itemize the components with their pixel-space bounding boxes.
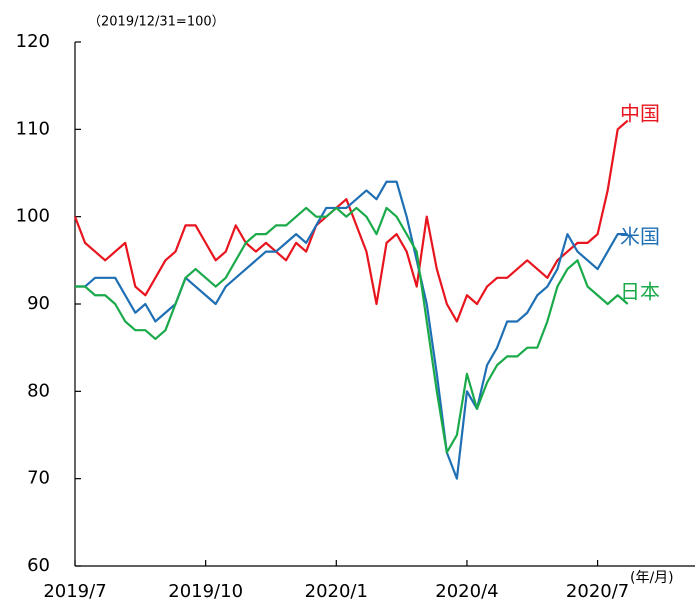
x-tick-label: 2019/7 [43,581,106,602]
series-line [75,206,629,454]
y-tick-label: 80 [27,380,50,401]
subtitle: （2019/12/31=100） [88,15,225,30]
y-tick-label: 110 [16,118,50,139]
series-label: 中国 [620,102,660,126]
series-label: 日本 [620,280,660,304]
y-tick-label: 120 [16,31,50,52]
y-tick-label: 60 [27,555,50,576]
y-tick-label: 100 [16,206,50,227]
y-tick-label: 70 [27,468,50,489]
x-tick-label: 2020/4 [435,581,498,602]
x-tick-label: 2019/10 [168,581,243,602]
x-tick-label: 2020/1 [305,581,368,602]
x-tick-label: 2020/7 [566,581,629,602]
series-line [73,119,629,323]
x-axis-label: (年/月) [630,570,674,586]
series-label: 米国 [620,225,660,249]
series-line [75,180,628,480]
y-tick-label: 90 [27,293,50,314]
